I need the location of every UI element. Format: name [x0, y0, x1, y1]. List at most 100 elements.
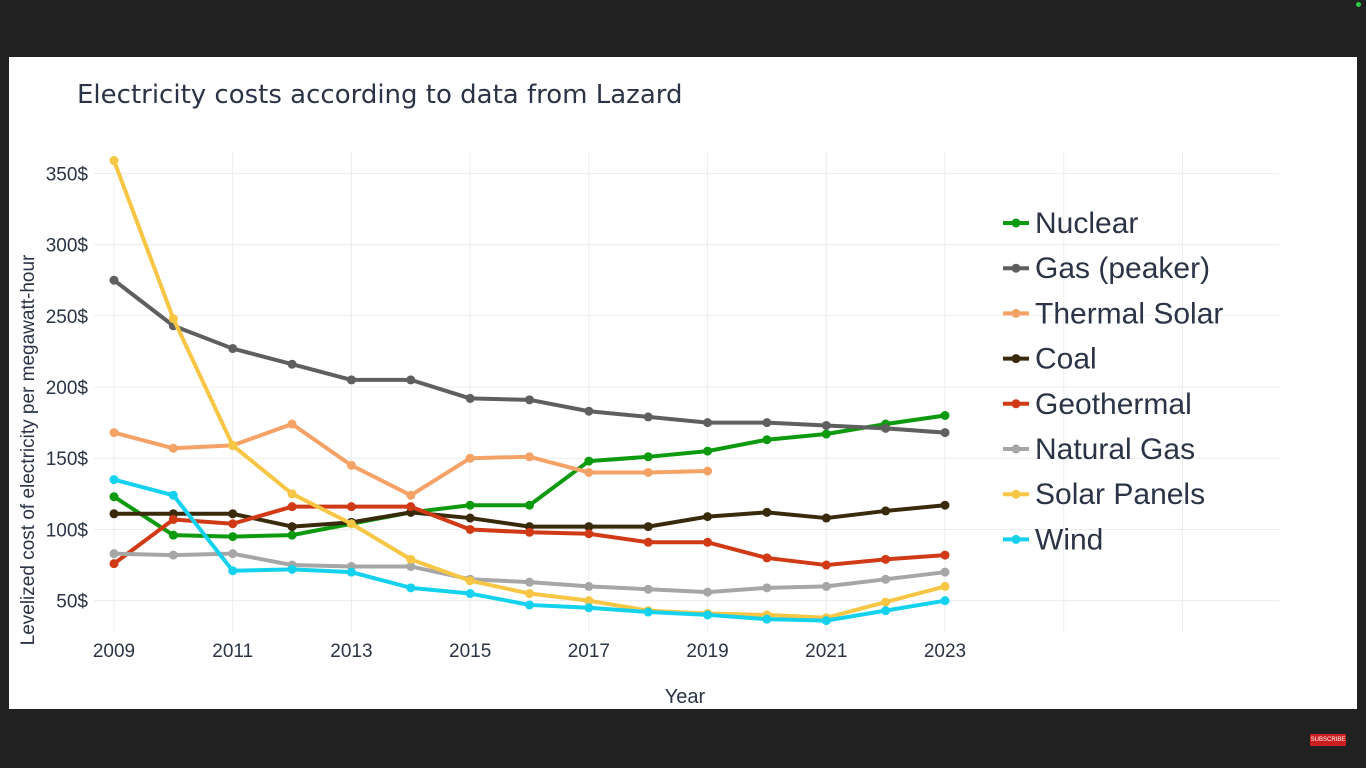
legend-label: Gas (peaker)	[1035, 252, 1210, 285]
y-tick-label: 150$	[46, 449, 89, 470]
data-point	[109, 156, 119, 166]
data-point	[940, 596, 950, 606]
data-point	[584, 406, 594, 416]
y-tick-label: 250$	[46, 307, 89, 328]
data-point	[228, 440, 238, 450]
data-point	[287, 502, 297, 512]
chart-panel: 50$ 100$ 150$ 200$ 250$ 300$ 350$ 2009 2011 2013 2…	[9, 57, 1357, 709]
data-point	[406, 502, 416, 512]
data-point	[109, 428, 119, 438]
data-point	[584, 467, 594, 477]
data-point	[406, 375, 416, 385]
data-point	[584, 596, 594, 606]
x-tick-label: 2021	[805, 641, 847, 662]
legend-label: Natural Gas	[1035, 433, 1195, 466]
legend[interactable]: Nuclear Gas (peaker) Thermal Solar Coal Geot…	[1003, 207, 1223, 556]
legend-item[interactable]: Natural Gas	[1003, 433, 1195, 466]
data-point	[465, 576, 475, 586]
data-point	[406, 583, 416, 593]
data-point	[762, 435, 772, 445]
data-point	[703, 537, 713, 547]
legend-label: Nuclear	[1035, 207, 1138, 240]
data-point	[940, 581, 950, 591]
legend-marker	[1011, 444, 1021, 454]
data-point	[525, 395, 534, 405]
legend-item[interactable]: Thermal Solar	[1003, 297, 1223, 330]
legend-item[interactable]: Nuclear	[1003, 207, 1138, 240]
y-tick-label: 50$	[56, 592, 88, 613]
x-tick-label: 2015	[449, 641, 491, 662]
data-point	[465, 500, 475, 510]
data-point	[346, 375, 356, 385]
data-point	[881, 423, 891, 433]
data-point	[703, 587, 713, 597]
data-point	[584, 581, 594, 591]
data-point	[168, 443, 178, 453]
data-point	[762, 614, 772, 624]
data-point	[940, 500, 950, 510]
y-tick-label: 100$	[46, 520, 89, 541]
x-tick-label: 2013	[330, 641, 372, 662]
data-point	[703, 418, 713, 428]
data-point	[762, 507, 772, 517]
data-point	[584, 603, 594, 613]
data-point	[109, 559, 119, 569]
data-point	[228, 549, 238, 559]
data-point	[762, 553, 772, 563]
data-point	[940, 567, 950, 577]
subscribe-button[interactable]: SUBSCRIBE	[1310, 734, 1346, 746]
data-point	[168, 550, 178, 560]
y-axis-label: Levelized cost of electricity per megawa…	[18, 254, 39, 645]
data-point	[821, 581, 831, 591]
legend-item[interactable]: Gas (peaker)	[1003, 252, 1210, 285]
data-point	[525, 600, 534, 610]
chart-canvas: 50$ 100$ 150$ 200$ 250$ 300$ 350$ 2009 2011 2013 2…	[18, 80, 1279, 708]
data-point	[287, 530, 297, 540]
data-point	[346, 567, 356, 577]
data-point	[881, 606, 891, 616]
data-point	[465, 524, 475, 534]
data-point	[525, 452, 534, 462]
data-point	[703, 610, 713, 620]
legend-label: Wind	[1035, 523, 1103, 556]
data-point	[525, 527, 534, 537]
data-point	[643, 537, 653, 547]
data-point	[406, 490, 416, 500]
data-point	[940, 550, 950, 560]
x-tick-label: 2017	[568, 641, 610, 662]
series-line	[112, 158, 947, 620]
data-point	[881, 597, 891, 607]
x-tick-label: 2009	[93, 641, 135, 662]
legend-item[interactable]: Wind	[1003, 523, 1103, 556]
series-gas-peaker	[109, 275, 950, 438]
legend-marker	[1011, 263, 1021, 273]
data-point	[821, 513, 831, 523]
y-tick-label: 300$	[46, 236, 89, 257]
data-point	[346, 519, 356, 529]
legend-item[interactable]: Solar Panels	[1003, 478, 1205, 511]
data-point	[287, 522, 297, 532]
data-point	[525, 500, 534, 510]
data-point	[703, 466, 713, 476]
legend-marker	[1011, 489, 1021, 499]
legend-marker	[1011, 308, 1021, 318]
data-point	[287, 489, 297, 499]
data-point	[762, 583, 772, 593]
legend-label: Geothermal	[1035, 388, 1192, 421]
data-point	[228, 532, 238, 542]
data-point	[228, 519, 238, 529]
data-point	[168, 514, 178, 524]
data-point	[287, 419, 297, 429]
x-tick-label: 2023	[924, 641, 966, 662]
data-point	[584, 456, 594, 466]
data-point	[703, 446, 713, 456]
recording-indicator-icon	[1356, 2, 1361, 7]
legend-label: Solar Panels	[1035, 478, 1205, 511]
legend-item[interactable]: Geothermal	[1003, 388, 1192, 421]
data-point	[940, 411, 950, 421]
data-point	[525, 577, 534, 587]
data-point	[346, 502, 356, 512]
legend-item[interactable]: Coal	[1003, 343, 1097, 376]
data-point	[168, 530, 178, 540]
data-point	[584, 522, 594, 532]
